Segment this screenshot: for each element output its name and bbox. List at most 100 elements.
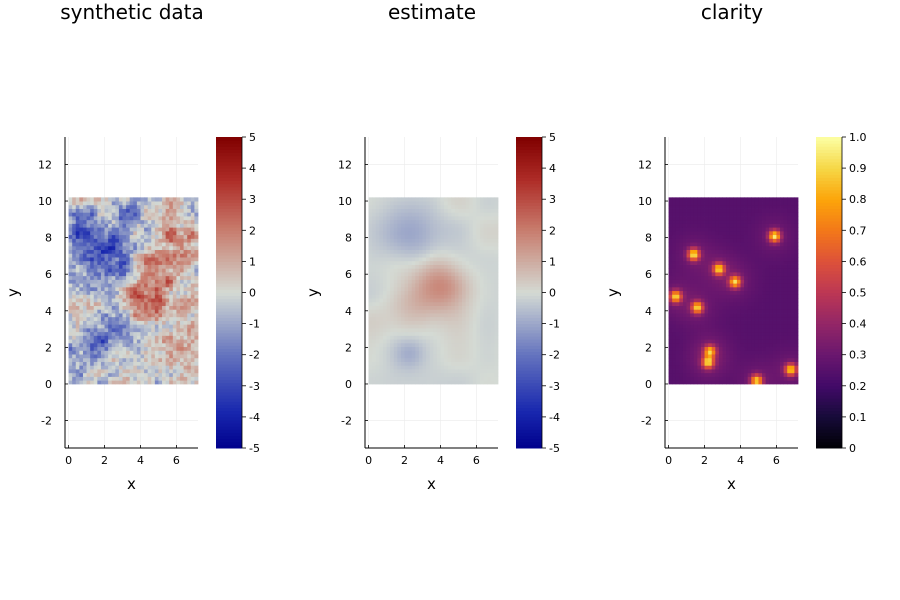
heatmap-cell (408, 369, 413, 374)
heatmap-cell (368, 305, 373, 310)
heatmap-cell (100, 361, 105, 366)
heatmap-cell (122, 268, 127, 273)
heatmap-cell (422, 216, 427, 221)
heatmap-cell (97, 234, 102, 239)
heatmap-cell (672, 309, 677, 314)
heatmap-cell (480, 339, 485, 344)
heatmap-cell (715, 197, 720, 202)
heatmap-cell (408, 342, 413, 348)
heatmap-cell (472, 245, 477, 251)
heatmap-cell (172, 286, 177, 292)
heatmap-cell (426, 369, 431, 374)
heatmap-cell (490, 361, 495, 366)
heatmap-cell (97, 342, 102, 348)
heatmap-cell (400, 339, 405, 344)
heatmap-cell (108, 234, 113, 239)
heatmap-cell (433, 301, 438, 306)
heatmap-cell (433, 275, 438, 280)
heatmap-cell (386, 313, 391, 318)
heatmap-cell (122, 372, 127, 377)
heatmap-cell (700, 342, 705, 348)
colorbar-segment (516, 329, 542, 334)
heatmap-cell (487, 242, 492, 247)
heatmap-cell (187, 380, 192, 385)
heatmap-cell (668, 320, 673, 325)
heatmap-cell (726, 301, 731, 306)
heatmap-cell (194, 275, 199, 280)
heatmap-cell (115, 350, 120, 355)
heatmap-cell (429, 361, 434, 366)
heatmap-cell (700, 380, 705, 385)
heatmap-cell (704, 249, 709, 254)
heatmap-cell (447, 335, 452, 340)
heatmap-cell (436, 272, 441, 277)
heatmap-cell (418, 372, 423, 377)
heatmap-cell (697, 227, 702, 232)
heatmap-cell (108, 219, 113, 224)
heatmap-cell (140, 208, 145, 213)
heatmap-cell (436, 238, 441, 243)
heatmap-cell (429, 264, 434, 269)
heatmap-cell (440, 376, 445, 381)
heatmap-cell (82, 227, 87, 232)
heatmap-cell (379, 324, 384, 329)
heatmap-cell (483, 357, 488, 362)
heatmap-cell (740, 372, 745, 377)
colorbar-segment (216, 177, 242, 182)
colorbar-segment (516, 444, 542, 449)
heatmap-cell (690, 245, 695, 251)
heatmap-cell (118, 219, 123, 224)
heatmap-cell (690, 361, 695, 366)
heatmap-cell (379, 316, 384, 321)
heatmap-cell (718, 197, 723, 202)
heatmap-cell (718, 342, 723, 348)
colorbar-segment (216, 224, 242, 228)
heatmap-cell (404, 234, 409, 239)
heatmap-cell (711, 372, 716, 377)
heatmap-cell (79, 260, 84, 265)
heatmap-cell (480, 327, 485, 333)
heatmap-cell (675, 324, 680, 329)
heatmap-cell (158, 313, 163, 318)
heatmap-cell (183, 230, 188, 236)
heatmap-cell (476, 230, 481, 236)
heatmap-cell (693, 294, 698, 299)
heatmap-cell (429, 245, 434, 251)
heatmap-cell (79, 309, 84, 314)
heatmap-cell (372, 279, 377, 284)
heatmap-cell (433, 216, 438, 221)
heatmap-cell (447, 354, 452, 359)
heatmap-cell (408, 324, 413, 329)
heatmap-cell (136, 354, 141, 359)
heatmap-cell (490, 354, 495, 359)
heatmap-cell (100, 260, 105, 265)
heatmap-cell (454, 313, 459, 318)
heatmap-cell (454, 320, 459, 325)
heatmap-cell (469, 346, 474, 351)
heatmap-cell (108, 268, 113, 273)
heatmap-cell (393, 350, 398, 355)
heatmap-cell (140, 283, 145, 288)
heatmap-cell (462, 354, 467, 359)
heatmap-cell (147, 361, 152, 366)
heatmap-cell (415, 316, 420, 321)
heatmap-cell (187, 257, 192, 262)
heatmap-cell (668, 365, 673, 370)
heatmap-cell (75, 242, 80, 247)
colorbar-segment (516, 292, 542, 297)
heatmap-cell (429, 305, 434, 310)
heatmap-cell (82, 316, 87, 321)
heatmap-cell (711, 346, 716, 351)
heatmap-cell (111, 327, 116, 333)
heatmap-cell (183, 350, 188, 355)
colorbar-segment (516, 177, 542, 182)
heatmap-cell (440, 331, 445, 336)
heatmap-cell (733, 320, 738, 325)
heatmap-cell (93, 316, 98, 321)
heatmap-cell (122, 354, 127, 359)
heatmap-cell (697, 327, 702, 333)
heatmap-cell (411, 331, 416, 336)
heatmap-cell (697, 253, 702, 258)
heatmap-cell (100, 279, 105, 284)
heatmap-cell (162, 219, 167, 224)
